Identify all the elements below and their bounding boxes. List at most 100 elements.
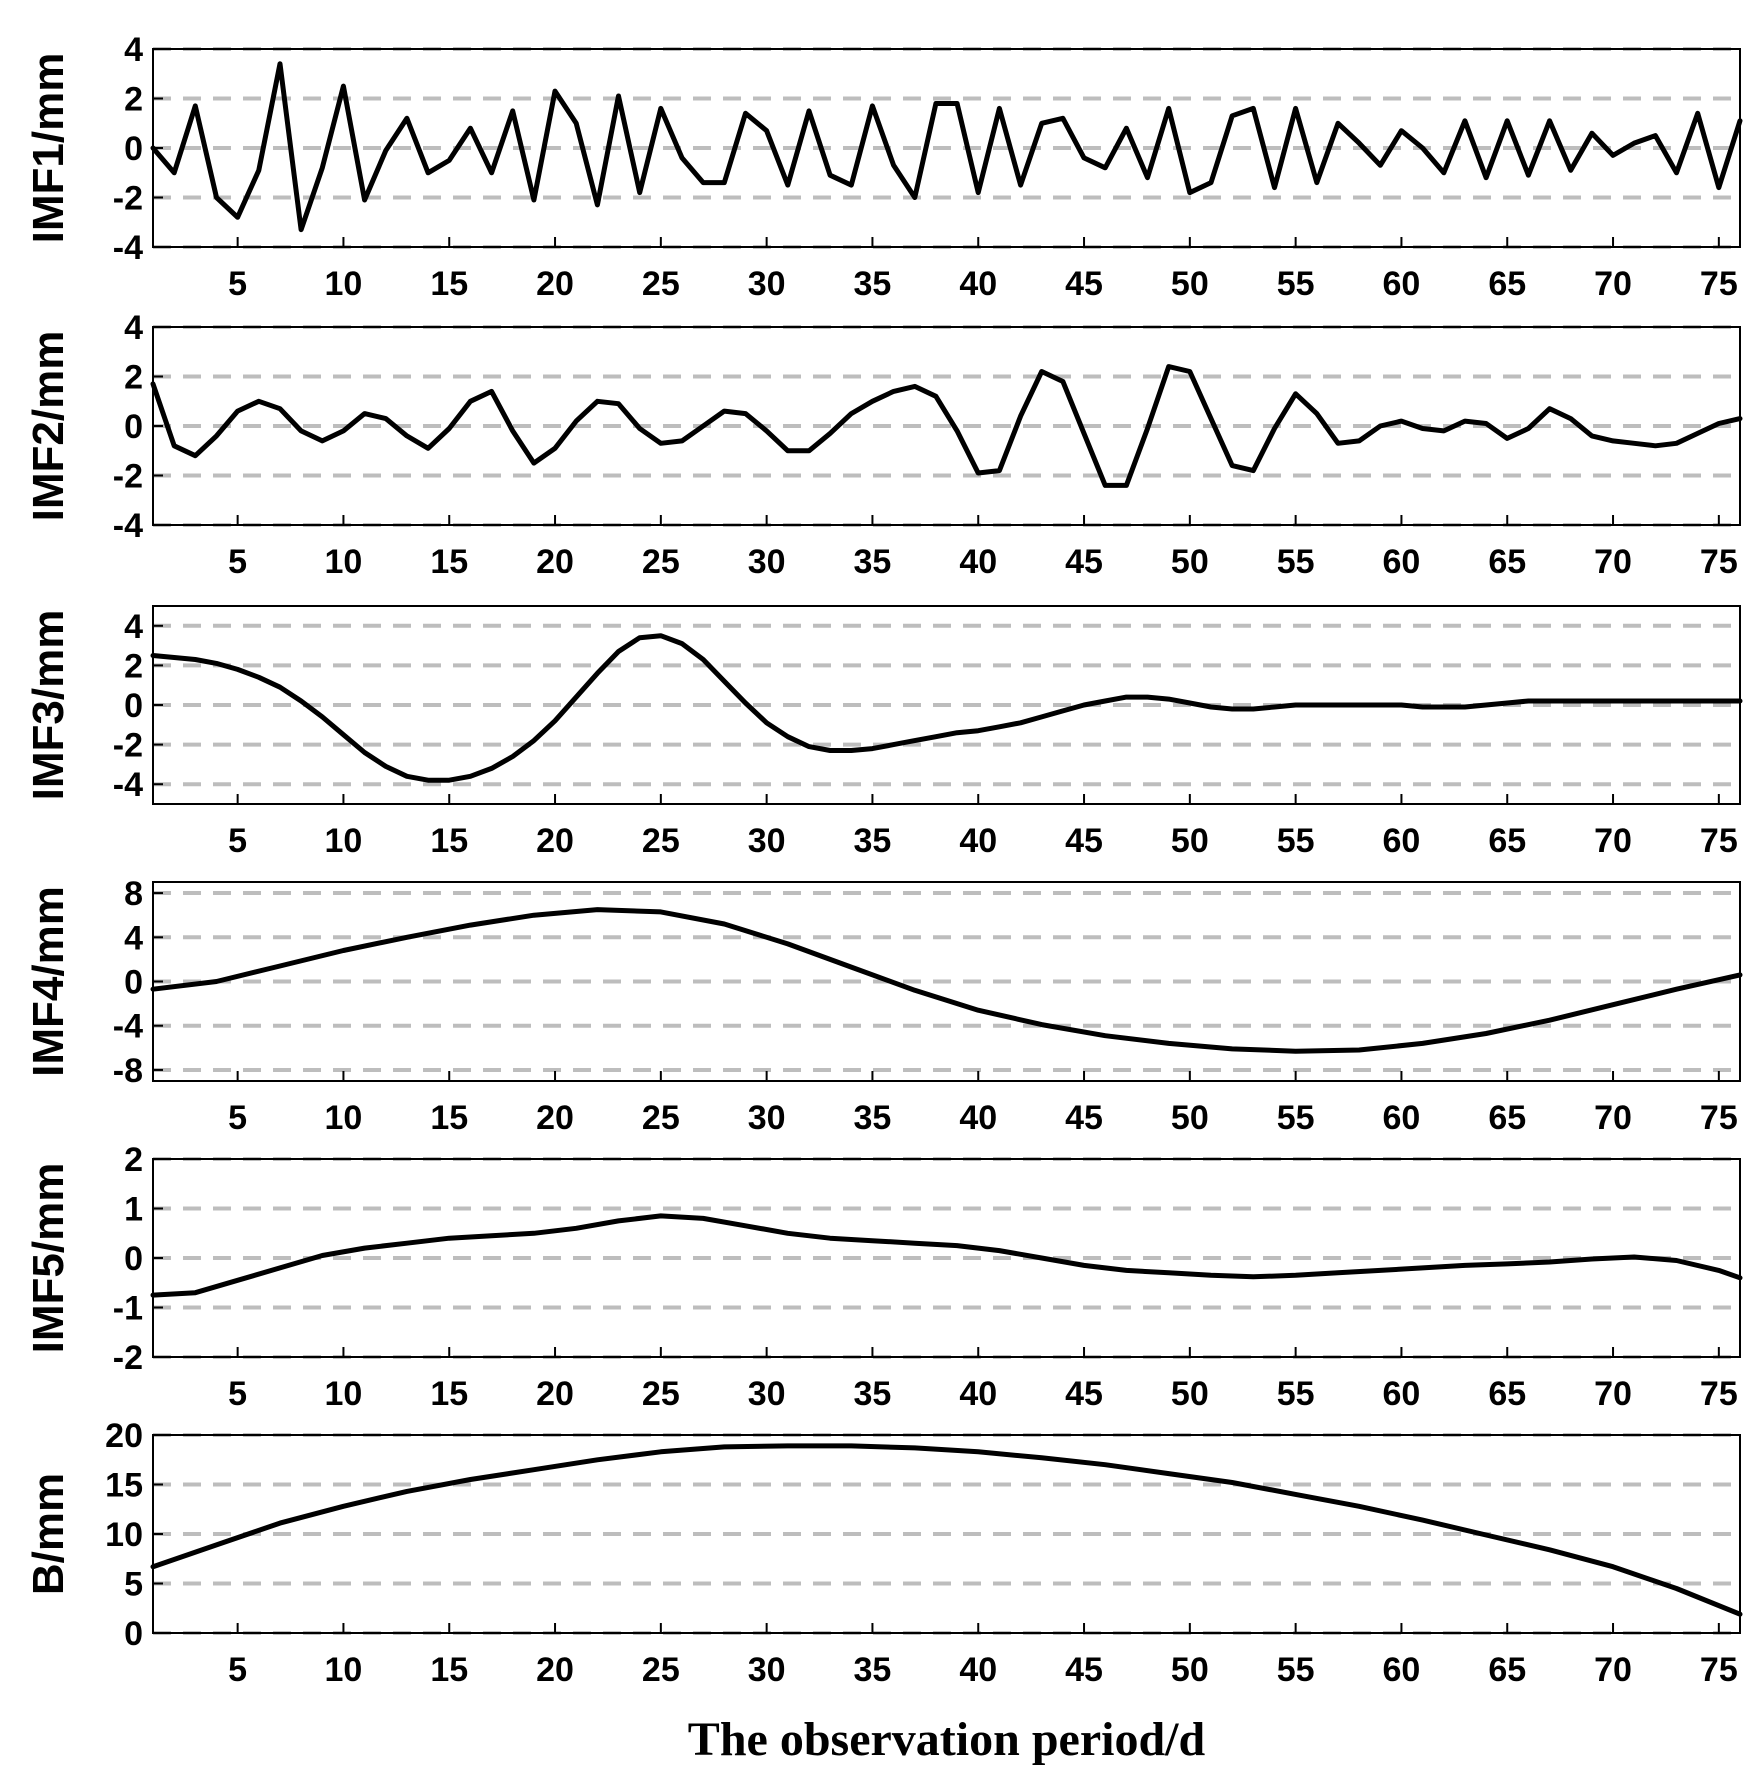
x-tick-label-6: 35 — [854, 1375, 892, 1413]
y-axis-label: B/mm — [24, 1473, 73, 1595]
x-tick-label-13: 70 — [1594, 1651, 1632, 1689]
x-tick-label-6: 35 — [854, 265, 892, 303]
x-tick-label-5: 30 — [748, 1651, 786, 1689]
x-tick-label-9: 50 — [1171, 1099, 1209, 1137]
x-tick-label-11: 60 — [1383, 1651, 1421, 1689]
x-tick-label-13: 70 — [1594, 543, 1632, 581]
x-tick-label-10: 55 — [1277, 1099, 1315, 1137]
y-tick-label-3: 4 — [124, 919, 143, 957]
y-axis-label: IMF4/mm — [24, 886, 73, 1077]
x-tick-label-10: 55 — [1277, 1375, 1315, 1413]
x-tick-label-7: 40 — [959, 822, 997, 860]
x-tick-label-0: 5 — [228, 822, 247, 860]
y-axis-label: IMF3/mm — [24, 610, 73, 801]
series-line — [150, 1213, 1743, 1298]
x-tick-label-3: 20 — [536, 1099, 574, 1137]
series-line — [150, 364, 1743, 488]
y-tick-label-2: 0 — [124, 687, 143, 725]
y-tick-label-2: 0 — [124, 1240, 143, 1278]
x-tick-label-3: 20 — [536, 1375, 574, 1413]
x-tick-label-1: 10 — [325, 543, 363, 581]
x-tick-label-4: 25 — [642, 1099, 680, 1137]
y-axis-label: IMF2/mm — [24, 331, 73, 522]
x-tick-label-11: 60 — [1383, 543, 1421, 581]
y-tick-label-1: -2 — [113, 727, 143, 765]
x-tick-label-13: 70 — [1594, 1099, 1632, 1137]
y-tick-label-2: 0 — [124, 964, 143, 1002]
y-tick-label-0: -8 — [113, 1052, 143, 1090]
x-tick-label-4: 25 — [642, 265, 680, 303]
y-tick-label-3: 2 — [124, 359, 143, 397]
x-tick-label-5: 30 — [748, 543, 786, 581]
x-tick-label-0: 5 — [228, 1099, 247, 1137]
x-tick-label-2: 15 — [430, 1651, 468, 1689]
y-tick-label-0: -4 — [113, 229, 143, 267]
x-tick-label-10: 55 — [1277, 822, 1315, 860]
x-tick-label-8: 45 — [1065, 822, 1103, 860]
x-tick-label-13: 70 — [1594, 265, 1632, 303]
x-tick-label-9: 50 — [1171, 1651, 1209, 1689]
x-tick-label-2: 15 — [430, 265, 468, 303]
y-tick-label-1: -2 — [113, 458, 143, 496]
y-tick-label-4: 4 — [124, 31, 143, 69]
y-tick-label-4: 20 — [105, 1417, 143, 1455]
y-tick-label-3: 1 — [124, 1191, 143, 1229]
x-tick-label-0: 5 — [228, 543, 247, 581]
x-tick-label-12: 65 — [1488, 822, 1526, 860]
y-tick-label-1: 5 — [124, 1566, 143, 1604]
x-tick-label-8: 45 — [1065, 1375, 1103, 1413]
y-tick-label-4: 4 — [124, 309, 143, 347]
x-tick-label-4: 25 — [642, 1375, 680, 1413]
x-tick-label-9: 50 — [1171, 822, 1209, 860]
x-tick-label-1: 10 — [325, 1375, 363, 1413]
x-tick-label-6: 35 — [854, 543, 892, 581]
x-tick-label-5: 30 — [748, 822, 786, 860]
x-tick-label-3: 20 — [536, 822, 574, 860]
y-tick-label-2: 0 — [124, 130, 143, 168]
y-tick-label-4: 2 — [124, 1141, 143, 1179]
x-tick-label-11: 60 — [1383, 1375, 1421, 1413]
series-line — [150, 61, 1743, 233]
x-tick-label-1: 10 — [325, 822, 363, 860]
x-tick-label-0: 5 — [228, 1651, 247, 1689]
panel-6: 0 5 10 15 20 5 10 15 20 25 30 35 40 45 50 55 60 65 70 75 B/m… — [24, 1417, 1743, 1766]
x-tick-label-14: 75 — [1700, 1099, 1738, 1137]
x-tick-label-5: 30 — [748, 1375, 786, 1413]
x-tick-label-7: 40 — [959, 1375, 997, 1413]
y-tick-label-1: -4 — [113, 1008, 143, 1046]
x-tick-label-5: 30 — [748, 1099, 786, 1137]
x-tick-label-6: 35 — [854, 822, 892, 860]
x-tick-label-1: 10 — [325, 1651, 363, 1689]
y-tick-label-3: 2 — [124, 647, 143, 685]
y-axis-label: IMF5/mm — [24, 1163, 73, 1354]
x-tick-label-7: 40 — [959, 543, 997, 581]
x-tick-label-8: 45 — [1065, 1651, 1103, 1689]
x-tick-label-4: 25 — [642, 822, 680, 860]
x-tick-label-3: 20 — [536, 543, 574, 581]
series-line — [150, 633, 1743, 783]
x-tick-label-12: 65 — [1488, 1099, 1526, 1137]
x-tick-label-2: 15 — [430, 543, 468, 581]
x-tick-label-14: 75 — [1700, 1375, 1738, 1413]
x-tick-label-5: 30 — [748, 265, 786, 303]
y-tick-label-0: 0 — [124, 1615, 143, 1653]
x-axis-label: The observation period/d — [688, 1713, 1206, 1766]
x-tick-label-8: 45 — [1065, 265, 1103, 303]
x-tick-label-11: 60 — [1383, 822, 1421, 860]
x-tick-label-3: 20 — [536, 265, 574, 303]
y-tick-label-1: -1 — [113, 1290, 143, 1328]
x-tick-label-6: 35 — [854, 1099, 892, 1137]
y-tick-label-4: 4 — [124, 608, 143, 646]
x-tick-label-3: 20 — [536, 1651, 574, 1689]
x-tick-label-10: 55 — [1277, 543, 1315, 581]
x-tick-label-7: 40 — [959, 1099, 997, 1137]
x-tick-label-7: 40 — [959, 265, 997, 303]
x-tick-label-13: 70 — [1594, 1375, 1632, 1413]
x-tick-label-12: 65 — [1488, 265, 1526, 303]
x-tick-label-4: 25 — [642, 543, 680, 581]
x-tick-label-13: 70 — [1594, 822, 1632, 860]
y-tick-label-0: -4 — [113, 766, 143, 804]
